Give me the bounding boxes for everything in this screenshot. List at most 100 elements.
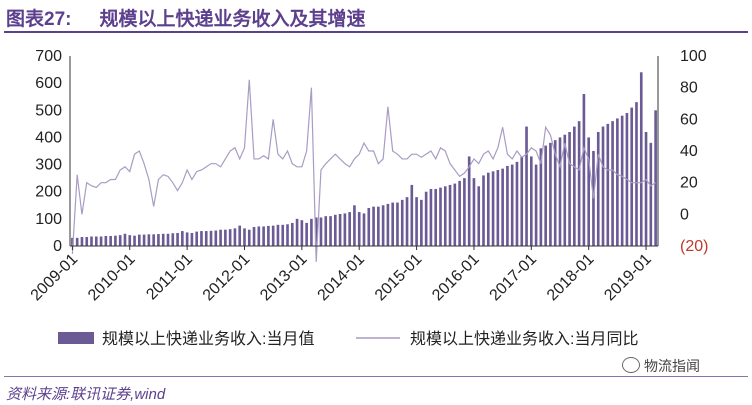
bar	[654, 110, 657, 246]
line-series	[71, 79, 656, 262]
bar	[611, 121, 614, 246]
bar	[549, 142, 552, 246]
bar	[190, 232, 194, 246]
bar	[415, 197, 418, 246]
bar	[381, 205, 385, 246]
bar	[128, 235, 132, 246]
bar	[530, 156, 533, 246]
bar	[353, 205, 356, 246]
bar	[75, 237, 79, 246]
bar	[185, 232, 189, 246]
bar	[238, 225, 242, 246]
bar	[544, 145, 547, 246]
y-right-tick-label: 80	[680, 80, 698, 97]
bar	[582, 94, 586, 246]
bar	[118, 235, 122, 246]
chart-title: 图表27: 规模以上快递业务收入及其增速	[6, 4, 365, 31]
bar	[85, 237, 89, 246]
legend-label-bar: 规模以上快递业务收入:当月值	[102, 330, 314, 348]
bar	[396, 202, 399, 246]
bar	[286, 224, 289, 246]
y-left-tick-label: 500	[35, 102, 62, 119]
x-tick-label: 2019-01	[601, 251, 655, 305]
bar	[424, 191, 428, 246]
x-tick-labels: 2009-01 2010-01 2011-01 2012-01 2013-01 2014-…	[28, 246, 655, 304]
bar	[577, 121, 581, 246]
bar	[553, 140, 557, 246]
y-right-tick-labels: (20) 0 20 40 60 80 100	[680, 48, 708, 255]
bar	[94, 236, 98, 246]
y-left-tick-labels: 0 100 200 300 400 500 600 700	[35, 48, 62, 255]
bar	[319, 217, 323, 246]
bar	[400, 199, 404, 246]
bar	[247, 229, 251, 246]
bar	[429, 189, 433, 246]
bar	[573, 126, 576, 246]
bar	[262, 226, 265, 246]
x-tick-label: 2009-01	[28, 251, 82, 305]
bar	[290, 222, 294, 246]
bar	[166, 233, 170, 246]
y-right-tick-label: 0	[680, 206, 689, 223]
bar	[267, 225, 270, 246]
bar	[616, 118, 619, 246]
watermark-text: 物流指闻	[644, 358, 700, 374]
bar	[491, 171, 495, 246]
bar	[281, 224, 285, 246]
bar	[525, 126, 528, 246]
bar	[386, 203, 390, 246]
bar	[324, 216, 328, 246]
bar	[501, 168, 504, 246]
bar	[391, 202, 394, 246]
bar	[534, 164, 538, 246]
y-right-tick-label: 100	[680, 48, 707, 65]
x-tick-label: 2010-01	[85, 251, 139, 305]
bar	[133, 235, 136, 246]
x-tick-label: 2016-01	[429, 251, 483, 305]
bar	[434, 189, 438, 246]
bar	[601, 126, 605, 246]
bar	[587, 137, 590, 246]
bar	[271, 225, 275, 246]
bar	[510, 164, 514, 246]
bar	[338, 213, 342, 246]
bar	[639, 72, 643, 246]
bar	[305, 222, 308, 246]
x-tick-label: 2014-01	[315, 251, 369, 305]
bar	[630, 107, 634, 246]
bar	[233, 228, 237, 246]
bar	[99, 236, 103, 246]
bar	[453, 183, 457, 246]
bar	[123, 233, 127, 246]
bar	[71, 237, 74, 246]
bar	[209, 230, 213, 246]
bar	[200, 231, 203, 246]
bar	[520, 156, 524, 246]
bar	[506, 165, 509, 246]
wechat-icon	[622, 357, 640, 373]
x-tick-label: 2013-01	[257, 251, 311, 305]
x-tick-label: 2018-01	[544, 251, 598, 305]
bar	[329, 216, 332, 246]
y-right-tick-label: 20	[680, 175, 698, 192]
bar	[482, 175, 485, 246]
source-note: 资料来源:联讯证券,wind	[6, 386, 166, 403]
y-left-tick-label: 200	[35, 184, 62, 201]
bar	[620, 115, 624, 247]
bar	[314, 217, 318, 246]
x-tick-label: 2017-01	[487, 251, 541, 305]
bar	[410, 184, 414, 246]
bar	[372, 206, 375, 246]
y-left-tick-label: 300	[35, 157, 62, 174]
legend-swatch-bar	[58, 332, 94, 344]
bar	[252, 227, 256, 246]
bar	[104, 235, 108, 246]
y-right-tick-label: 60	[680, 111, 698, 128]
y-left-tick-label: 700	[35, 48, 62, 65]
bar	[472, 178, 476, 246]
bar	[635, 102, 638, 246]
chart-title-text: 规模以上快递业务收入及其增速	[99, 9, 366, 30]
bar	[204, 231, 208, 246]
bar	[343, 213, 347, 246]
bar	[563, 134, 567, 246]
